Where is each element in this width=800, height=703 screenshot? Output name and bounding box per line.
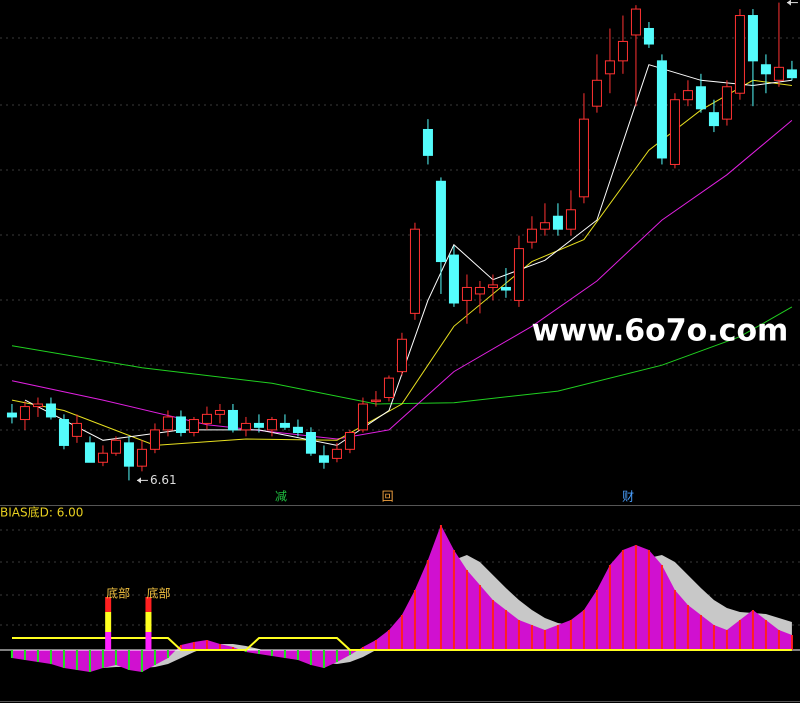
- candle-body: [552, 215, 563, 230]
- ma-line: [11, 306, 793, 405]
- bottom-signal: [145, 612, 152, 632]
- candle-body: [591, 79, 602, 107]
- candle-body: [656, 60, 667, 159]
- candle-body: [84, 442, 95, 463]
- candle-body: [526, 228, 537, 243]
- candle-body: [422, 128, 433, 156]
- candle-body: [617, 40, 628, 62]
- candle-body: [97, 452, 108, 463]
- candle-body: [682, 90, 693, 101]
- candle-body: [201, 413, 212, 424]
- candle-body: [19, 406, 30, 421]
- candle-body: [721, 86, 732, 120]
- candle-body: [669, 99, 680, 165]
- bottom-signal: [105, 632, 112, 650]
- candle-body: [305, 431, 316, 454]
- candle-body: [136, 448, 147, 467]
- candle-body: [578, 118, 589, 198]
- candle-body: [331, 448, 342, 459]
- candle-body: [123, 442, 134, 467]
- candle-body: [435, 180, 446, 263]
- candle-body: [760, 64, 771, 75]
- bottom-signal: [105, 612, 112, 632]
- candle-body: [747, 15, 758, 62]
- candle-body: [266, 419, 277, 431]
- bottom-label: 底部: [106, 586, 130, 601]
- candle-body: [370, 399, 381, 402]
- watermark: www.6o7o.com: [532, 314, 789, 349]
- bottom-signal: [105, 597, 112, 612]
- candle-body: [188, 419, 199, 433]
- candle-body: [32, 403, 43, 408]
- candle-body: [461, 286, 472, 301]
- candle-body: [279, 422, 290, 428]
- candle-body: [227, 409, 238, 431]
- event-marker: 回: [382, 490, 394, 504]
- candle-body: [604, 60, 615, 75]
- candle-body: [409, 228, 420, 314]
- candle-body: [630, 8, 641, 36]
- bottom-label: 底部: [146, 586, 170, 601]
- arrow-head: [136, 477, 141, 484]
- candle-body: [357, 403, 368, 431]
- candle-body: [474, 286, 485, 295]
- candle-body: [162, 416, 173, 431]
- indicator-title: BIAS底D: 6.00: [0, 505, 83, 520]
- ma-line: [24, 64, 792, 446]
- candle-body: [513, 248, 524, 301]
- candle-body: [487, 284, 498, 288]
- candle-body: [643, 27, 654, 45]
- candle-body: [58, 419, 69, 446]
- candle-body: [344, 431, 355, 450]
- candle-body: [175, 416, 186, 433]
- candle-body: [500, 286, 511, 291]
- event-marker: 财: [622, 490, 634, 504]
- candle-body: [253, 422, 264, 428]
- bottom-signal: [145, 597, 152, 612]
- arrow-head: [786, 0, 791, 6]
- candle-body: [448, 254, 459, 304]
- candle-body: [318, 455, 329, 463]
- candle-body: [773, 66, 784, 81]
- candle-body: [240, 422, 251, 431]
- event-marker: 减: [275, 490, 287, 504]
- candle-body: [734, 15, 745, 94]
- candle-body: [396, 338, 407, 373]
- extreme-label: 6.61: [150, 473, 177, 487]
- candle-body: [214, 409, 225, 415]
- candle-body: [383, 377, 394, 399]
- candle-body: [292, 426, 303, 433]
- candle-body: [110, 439, 121, 454]
- candle-body: [6, 412, 17, 418]
- candle-body: [149, 429, 160, 450]
- signal-line: [12, 637, 792, 651]
- candle-body: [708, 112, 719, 127]
- candle-body: [45, 403, 56, 418]
- bottom-signal: [145, 632, 152, 650]
- candle-body: [539, 222, 550, 230]
- candle-body: [695, 86, 706, 110]
- candle-body: [565, 209, 576, 230]
- candle-body: [71, 422, 82, 437]
- candle-body: [786, 69, 797, 79]
